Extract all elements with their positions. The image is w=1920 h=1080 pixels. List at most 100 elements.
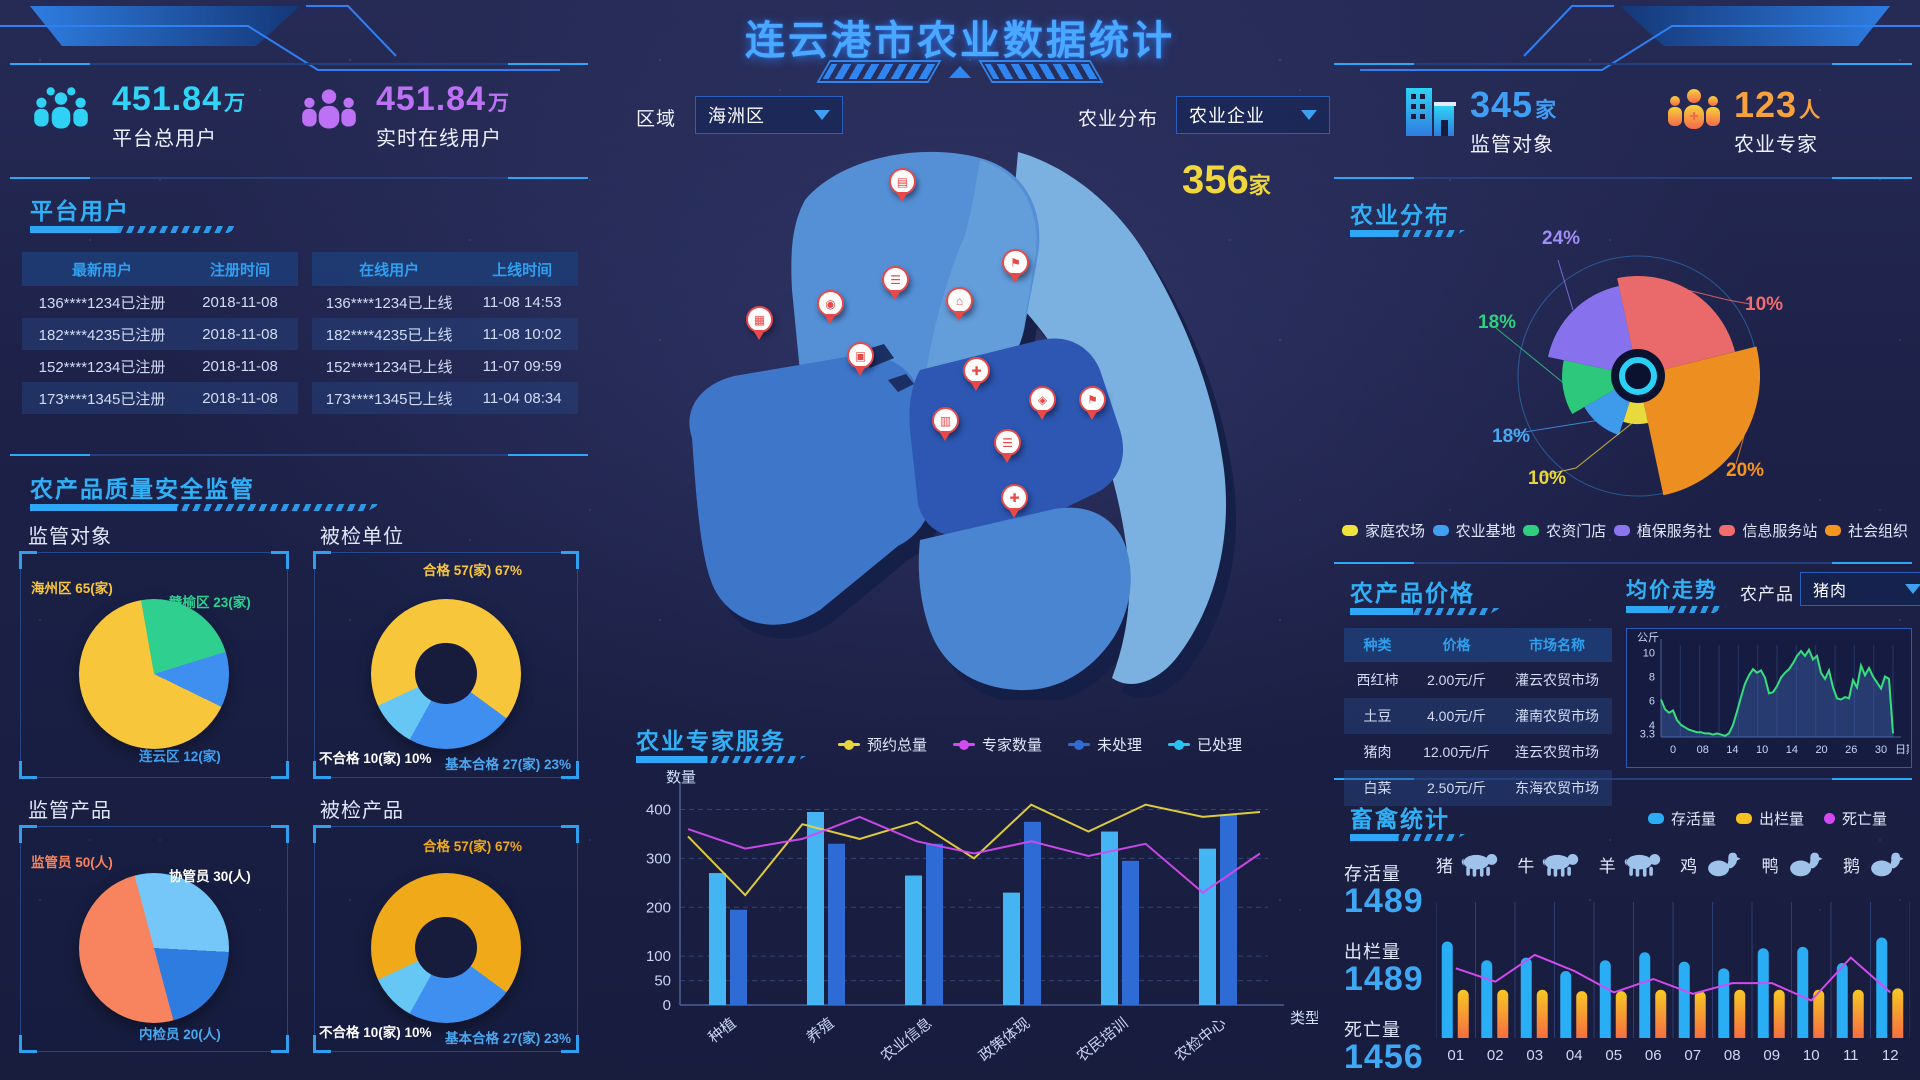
- map-pin[interactable]: ⚑: [1079, 386, 1106, 422]
- supervision-products-chart-panel: 监管员 50(人) 协管员 30(人) 内检员 20(人): [19, 825, 289, 1053]
- map-pin[interactable]: ◈: [1029, 386, 1056, 422]
- legend-item[interactable]: 信息服务站: [1719, 520, 1817, 541]
- legend-item[interactable]: 死亡量: [1824, 808, 1887, 829]
- animal-label: 鸭: [1761, 856, 1779, 876]
- animal-item-chicken-icon[interactable]: 鸡: [1680, 850, 1743, 878]
- legend-swatch-icon: [1824, 813, 1836, 824]
- map-pin[interactable]: ▥: [932, 407, 959, 443]
- rose-pct-label: 10%: [1528, 468, 1567, 489]
- chevron-down-icon: [1301, 110, 1317, 120]
- pie-label: 协管员 30(人): [169, 869, 251, 884]
- rose-pct-label: 18%: [1492, 426, 1531, 447]
- legend-item[interactable]: 专家数量: [953, 734, 1042, 755]
- table-cell: 白菜: [1363, 780, 1392, 796]
- legend-item[interactable]: 社会组织: [1824, 520, 1908, 541]
- animal-item-duck-icon[interactable]: 鸭: [1762, 850, 1825, 878]
- experts-icon: [1668, 89, 1720, 129]
- pie-label: 赣榆区 23(家): [169, 595, 251, 610]
- pig-icon: [1459, 850, 1499, 878]
- svg-text:日期: 日期: [1895, 743, 1909, 756]
- legend-item[interactable]: 农资门店: [1523, 520, 1606, 541]
- legend-item[interactable]: 农业基地: [1432, 520, 1516, 541]
- map-pin[interactable]: ▣: [847, 342, 874, 378]
- page-title: 连云港市农业数据统计: [745, 19, 1175, 63]
- svg-text:政策体现: 政策体现: [976, 1015, 1034, 1065]
- animal-label: 猪: [1436, 856, 1453, 876]
- svg-text:10: 10: [1643, 647, 1655, 659]
- total-users-label: 平台总用户: [112, 128, 217, 150]
- map-pin[interactable]: ✚: [963, 357, 990, 393]
- legend-label: 专家数量: [982, 737, 1043, 754]
- table-cell: 12.00元/斤: [1423, 744, 1491, 760]
- column-header: 在线用户: [359, 261, 420, 279]
- online-users-unit: 万: [488, 92, 510, 115]
- legend-label: 未处理: [1097, 737, 1143, 754]
- column-header: 上线时间: [492, 261, 553, 279]
- legend-item[interactable]: 家庭农场: [1342, 520, 1425, 541]
- supervised-count-stat: 345 家: [1470, 84, 1557, 126]
- animal-item-sheep-icon[interactable]: 羊: [1599, 850, 1662, 878]
- rose-pct-label: 20%: [1726, 460, 1765, 481]
- legend-swatch-icon: [1736, 813, 1753, 824]
- pie-label: 内检员 20(人): [139, 1027, 221, 1042]
- svg-text:50: 50: [654, 973, 671, 990]
- svg-text:09: 09: [1763, 1047, 1780, 1064]
- title-underline-decor: [1626, 606, 1726, 613]
- map-pin[interactable]: ☰: [882, 266, 909, 302]
- animal-item-cattle-icon[interactable]: 牛: [1517, 850, 1580, 878]
- animal-item-pig-icon[interactable]: 猪: [1436, 850, 1499, 878]
- map-pin-icon: ◈: [1029, 386, 1056, 413]
- table-cell: 173****1345已上线: [325, 390, 453, 408]
- map-pin[interactable]: ⚑: [1002, 249, 1029, 285]
- svg-text:4: 4: [1649, 720, 1655, 732]
- map-pin[interactable]: ◉: [817, 290, 844, 326]
- table-row: 173****1345已上线 11-04 08:34: [312, 382, 578, 414]
- distribution-select-value: 农业企业: [1189, 106, 1265, 126]
- legend-label: 信息服务站: [1742, 523, 1818, 540]
- legend-item[interactable]: 已处理: [1168, 734, 1242, 755]
- expert-count-unit: 人: [1799, 99, 1822, 122]
- legend-label: 死亡量: [1842, 811, 1888, 828]
- map-pin[interactable]: ⌂: [946, 287, 973, 323]
- distribution-legend: 家庭农场 农业基地 农资门店 植保服务社 信息服务站 社会组织: [1342, 520, 1908, 541]
- legend-swatch-icon: [1824, 525, 1841, 536]
- svg-text:300: 300: [646, 850, 671, 867]
- pie-label: 不合格 10(家) 10%: [319, 751, 432, 766]
- legend-item[interactable]: 存活量: [1648, 808, 1716, 829]
- region-select[interactable]: 海洲区: [695, 96, 843, 134]
- map-pin[interactable]: ▦: [746, 306, 773, 342]
- table-cell: 东海农贸市场: [1515, 780, 1600, 796]
- map-pin-icon: ✚: [963, 357, 990, 384]
- svg-text:26: 26: [1845, 744, 1857, 756]
- table-row: 土豆 4.00元/斤 灌南农贸市场: [1344, 698, 1612, 734]
- table-cell: 182****4235已上线: [325, 326, 453, 344]
- expert-service-title: 农业专家服务: [636, 728, 786, 754]
- table-cell: 西红柿: [1356, 672, 1399, 688]
- column-header: 价格: [1442, 637, 1471, 653]
- legend-item[interactable]: 未处理: [1068, 734, 1142, 755]
- title-underline-decor: [1350, 608, 1500, 615]
- expert-chart-legend: 预约总量 专家数量 未处理 已处理: [838, 734, 1242, 755]
- legend-item[interactable]: 植保服务社: [1613, 520, 1712, 541]
- legend-item[interactable]: 预约总量: [838, 734, 927, 755]
- cattle-icon: [1540, 850, 1580, 878]
- inspected-units-donut-chart: [371, 598, 521, 749]
- trend-select-value: 猪肉: [1813, 583, 1848, 600]
- legend-item[interactable]: 出栏量: [1736, 808, 1804, 829]
- table-row: 182****4235已上线 11-08 10:02: [312, 318, 578, 350]
- map-pin[interactable]: ☰: [994, 429, 1021, 465]
- table-cell: 182****4235已注册: [38, 326, 166, 344]
- distribution-select[interactable]: 农业企业: [1176, 96, 1330, 134]
- table-cell: 173****1345已注册: [38, 390, 166, 408]
- svg-text:14: 14: [1726, 744, 1738, 756]
- region-select-label: 区域: [636, 109, 677, 130]
- map-pin[interactable]: ✚: [1001, 484, 1028, 520]
- animal-item-goose-icon[interactable]: 鹅: [1843, 850, 1906, 878]
- trend-product-select[interactable]: 猪肉: [1800, 572, 1920, 606]
- map-pin[interactable]: ▤: [889, 168, 916, 204]
- map-pin-icon: ✚: [1001, 484, 1028, 511]
- divider: [10, 454, 588, 456]
- svg-text:公斤: 公斤: [1637, 631, 1659, 644]
- price-table: 种类 价格 市场名称 西红柿 2.00元/斤 灌云农贸市场 土豆 4.00元/斤 灌南农贸市场猪…: [1344, 628, 1612, 806]
